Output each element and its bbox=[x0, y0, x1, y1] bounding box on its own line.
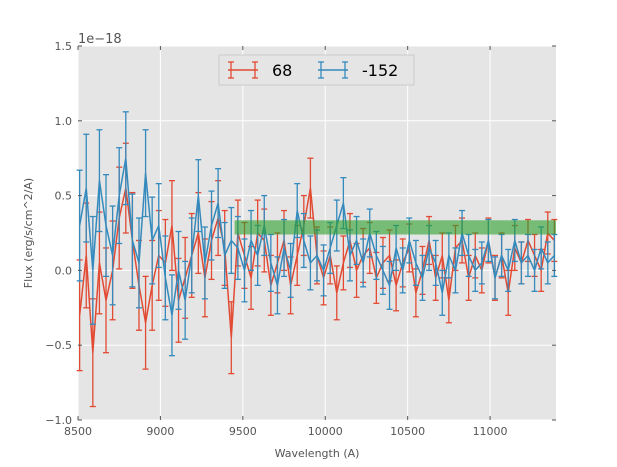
series-layer bbox=[76, 111, 558, 408]
y-tick-label: −0.5 bbox=[45, 339, 72, 352]
legend: 68 -152 bbox=[218, 54, 415, 86]
x-tick-label: 11000 bbox=[473, 425, 508, 438]
y-tick-label: 0.5 bbox=[55, 190, 73, 203]
y-tick-label: 1.5 bbox=[55, 40, 73, 53]
series-line bbox=[78, 158, 555, 316]
y-offset-text: 1e−18 bbox=[78, 32, 122, 47]
x-tick-label: 10500 bbox=[390, 425, 425, 438]
y-tick-label: 0.0 bbox=[55, 264, 73, 277]
axes: 8500 9000 9500 10000 10500 11000 −1.0 −0.5 0.0 0.… bbox=[45, 40, 556, 438]
y-tick-label: 1.0 bbox=[55, 115, 73, 128]
y-tick-label: −1.0 bbox=[45, 414, 72, 427]
y-axis-label: Flux (erg/s/cm^2/A) bbox=[22, 178, 35, 288]
x-axis-label: Wavelength (A) bbox=[275, 447, 360, 460]
green-band bbox=[234, 220, 556, 235]
x-tick-label: 8500 bbox=[64, 425, 92, 438]
x-tick-label: 9000 bbox=[146, 425, 174, 438]
x-tick-label: 9500 bbox=[229, 425, 257, 438]
legend-label: -152 bbox=[362, 61, 398, 80]
legend-label: 68 bbox=[272, 61, 292, 80]
green-band-layer bbox=[234, 220, 556, 235]
x-tick-label: 10000 bbox=[308, 425, 343, 438]
